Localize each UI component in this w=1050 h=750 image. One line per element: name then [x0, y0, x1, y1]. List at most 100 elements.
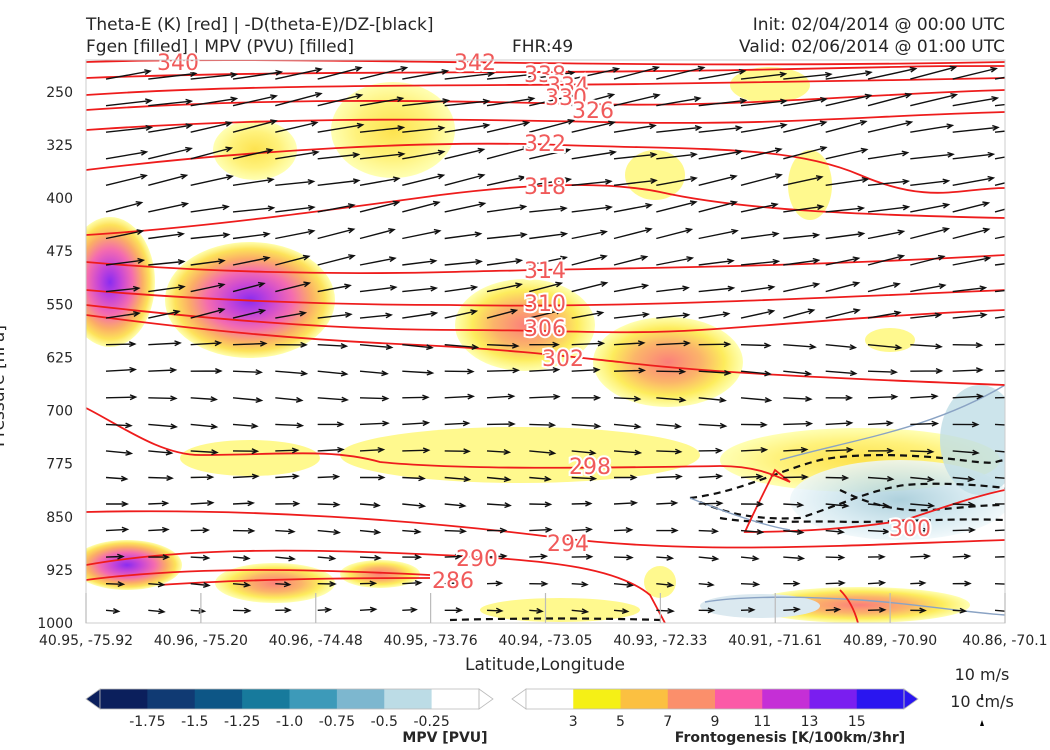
wind-vector	[190, 500, 215, 507]
wind-vector	[994, 581, 1005, 587]
colorbar-swatch	[856, 689, 905, 709]
wind-vector	[275, 204, 316, 213]
wind-vector	[148, 475, 174, 481]
theta-e-contour-label: 294	[547, 532, 589, 557]
theta-e-contour-line	[86, 510, 1005, 549]
colorbar-frame	[99, 688, 480, 710]
x-tick-label: 40.89, -70.90	[843, 633, 937, 649]
wind-vector	[232, 607, 252, 614]
wind-vector	[571, 553, 594, 560]
wind-vector	[232, 255, 271, 266]
wind-vector	[783, 606, 801, 613]
wind-vector	[275, 473, 300, 480]
wind-vector	[571, 120, 616, 133]
wind-vector	[994, 423, 1005, 426]
theta-e-contour-label: 310	[524, 292, 566, 317]
wind-vector	[698, 555, 720, 562]
wind-vector	[783, 120, 828, 133]
wind-vector	[275, 581, 292, 588]
wind-vector	[105, 526, 130, 533]
wind-vector	[825, 370, 858, 377]
wind-vector	[359, 580, 378, 587]
wind-vector	[698, 174, 738, 186]
wind-vector	[613, 152, 658, 160]
wind-vector	[359, 344, 394, 350]
wind-vector	[486, 71, 536, 80]
wind-vector	[444, 393, 475, 400]
theta-e-contour-label: 338	[524, 63, 566, 88]
theta-e-contour-line	[86, 569, 431, 581]
x-tick-label: 40.95, -73.76	[384, 633, 478, 649]
wind-vector	[698, 98, 748, 107]
wind-vector	[359, 502, 381, 509]
wind-vector	[698, 285, 736, 293]
wind-vector	[783, 175, 824, 186]
wind-vector	[910, 420, 940, 427]
wind-vector	[148, 340, 182, 347]
wind-vector	[910, 367, 944, 374]
wind-vector	[486, 502, 512, 509]
y-tick-label: 250	[46, 85, 73, 101]
wind-vector	[148, 449, 174, 456]
wind-vector	[867, 254, 906, 266]
wind-vector	[148, 259, 186, 266]
wind-vector	[148, 500, 170, 507]
wind-vector	[486, 580, 504, 587]
wind-vector	[740, 147, 783, 160]
wind-vector	[105, 201, 144, 213]
y-axis-ticks: 250 325 400 475 550 625 700 775 850 925 1000	[37, 85, 73, 632]
wind-vector	[444, 201, 487, 213]
wind-vector	[402, 606, 418, 613]
wind-vector	[656, 607, 675, 614]
wind-vector	[317, 203, 356, 213]
wind-vector	[402, 69, 450, 80]
wind-vector	[402, 394, 430, 401]
wind-vector	[952, 553, 972, 560]
wind-vector	[486, 527, 508, 534]
wind-vector	[359, 606, 378, 613]
wind-vector	[994, 289, 1005, 293]
wind-vector	[656, 527, 679, 534]
wind-vector	[994, 130, 1005, 133]
wind-vector	[529, 231, 569, 240]
wind-vector	[952, 312, 988, 319]
wind-vector	[952, 393, 984, 400]
wind-vector	[105, 366, 137, 373]
title-line-2: Fgen [filled] | MPV (PVU) [filled]	[86, 37, 355, 57]
theta-e-contour-label: 290	[456, 547, 498, 572]
wind-vector	[105, 553, 125, 560]
wind-vector	[952, 201, 991, 213]
wind-vector	[994, 182, 1005, 186]
wind-vector	[910, 607, 927, 614]
wind-vector	[740, 396, 773, 403]
colorbar-swatch	[336, 689, 385, 709]
wind-vector	[867, 178, 910, 186]
wind-vector	[232, 555, 251, 562]
wind-vector	[232, 231, 271, 240]
y-tick-label: 325	[46, 138, 73, 154]
wind-vector	[529, 177, 573, 186]
dthetae-dz-contours	[449, 384, 1005, 622]
wind-vector	[190, 607, 207, 614]
wind-vector	[529, 119, 576, 133]
wind-vector	[825, 528, 845, 535]
wind-vector	[994, 396, 1005, 399]
colorbar-tick-label: 3	[569, 714, 578, 730]
wind-vector	[317, 283, 352, 293]
wind-vector	[740, 370, 772, 377]
wind-vector	[529, 553, 549, 560]
wind-vector	[867, 580, 887, 587]
colorbar-swatch	[620, 689, 669, 709]
wind-vector	[148, 554, 171, 561]
wind-vector	[910, 202, 951, 213]
wind-vector	[825, 177, 870, 186]
wind-vector	[402, 200, 441, 213]
wind-vector	[994, 609, 1005, 614]
wind-vector	[825, 420, 854, 427]
wind-vector	[783, 501, 805, 508]
wind-vector	[910, 151, 955, 160]
wind-vector	[783, 529, 805, 535]
theta-e-contour-line	[86, 254, 1005, 275]
wind-vector	[740, 309, 776, 319]
